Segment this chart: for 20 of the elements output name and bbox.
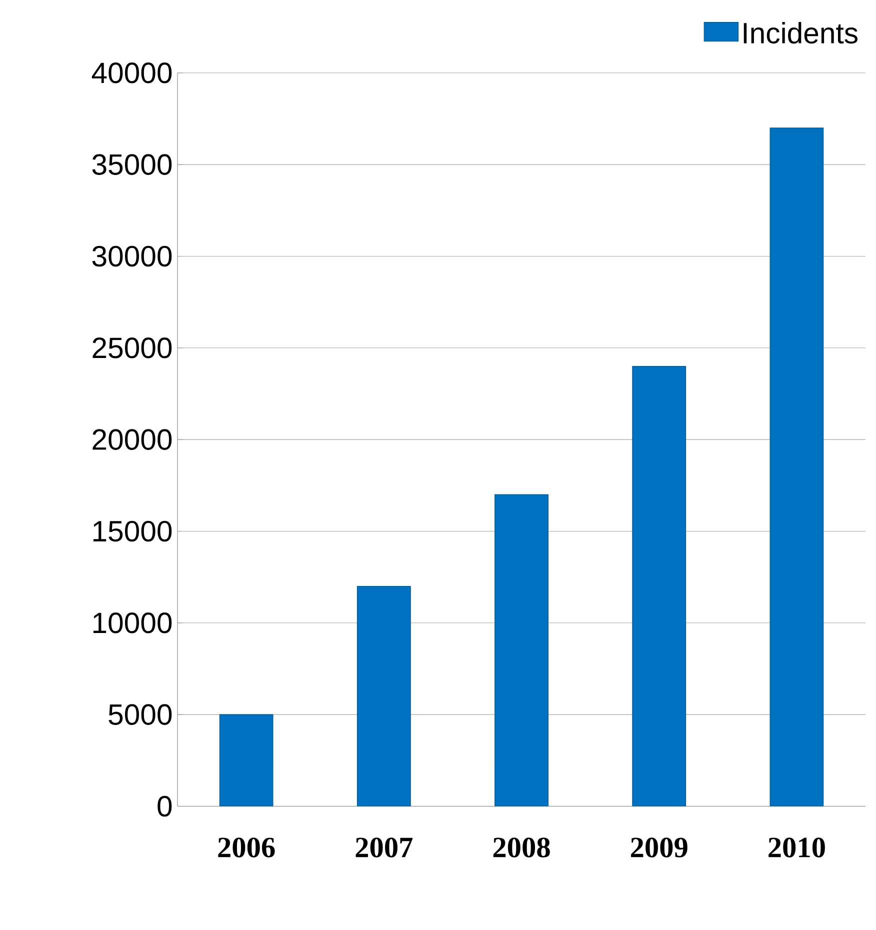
y-tick-label: 35000 (92, 154, 172, 175)
x-tick-label: 2008 (493, 838, 550, 858)
y-tick-label: 30000 (92, 246, 172, 267)
y-tick-label: 15000 (93, 520, 172, 542)
y-tick-label: 5000 (108, 704, 172, 725)
x-tick-label: 2007 (356, 838, 413, 858)
bar (219, 714, 274, 806)
bar (356, 586, 411, 806)
y-tick-label: 10000 (93, 612, 172, 634)
bar (770, 128, 824, 806)
y-tick-label: 0 (158, 796, 172, 817)
bar (632, 366, 686, 806)
legend-label: Incidents (744, 22, 858, 44)
y-tick-label: 20000 (92, 429, 172, 450)
x-tick-label: 2006 (218, 838, 275, 858)
x-tick-label: 2009 (631, 838, 688, 858)
y-tick-label: 40000 (92, 62, 172, 84)
y-tick-label: 25000 (92, 338, 172, 358)
x-tick-label: 2010 (768, 838, 825, 858)
bar (494, 494, 548, 806)
